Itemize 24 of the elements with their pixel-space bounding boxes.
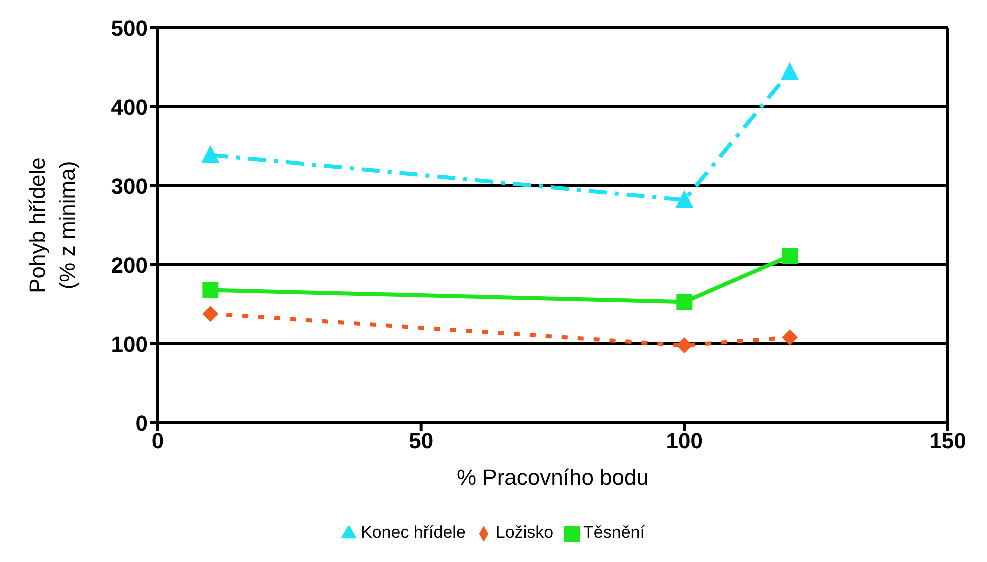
y-tick-label: 500 (111, 16, 148, 41)
y-tick-label: 300 (111, 174, 148, 199)
y-tick-label: 200 (111, 252, 148, 278)
point (202, 145, 220, 164)
point (676, 338, 693, 354)
y-tick-label: 400 (111, 94, 148, 120)
x-tick-label: 100 (666, 428, 704, 454)
point (676, 294, 693, 310)
point (782, 248, 798, 264)
point (676, 190, 694, 208)
y-axis-title: Pohyb hřídele (% z minima) (25, 158, 80, 294)
point (782, 330, 798, 346)
point (202, 306, 219, 322)
legend-label: Těsnění (584, 523, 645, 542)
y-tick-label: 100 (111, 332, 148, 357)
x-tick-label: 150 (930, 428, 966, 454)
x-tick-label: 0 (152, 428, 164, 454)
x-tick-label: 50 (409, 428, 434, 454)
point (202, 282, 219, 298)
y-tick-label: 0 (136, 410, 148, 436)
legend-label: Konec hřídele (361, 523, 466, 542)
x-axis-title: % Pracovního bodu (456, 465, 650, 490)
legend-label: Ložisko (496, 523, 554, 542)
point (781, 62, 799, 80)
